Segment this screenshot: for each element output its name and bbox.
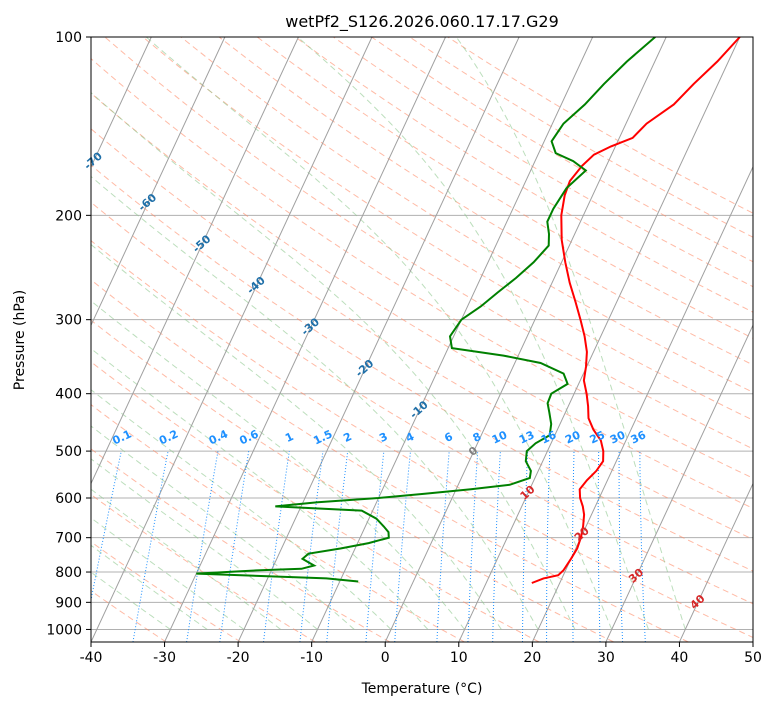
mixing-ratio-line xyxy=(436,451,450,642)
sounding-series xyxy=(196,37,741,584)
x-tick-label: -20 xyxy=(227,650,250,666)
mixing-ratio-label: 16 xyxy=(539,428,559,446)
moist-adiabat-line xyxy=(145,37,613,630)
y-tick-label: 200 xyxy=(55,208,82,224)
mixing-ratio-label: 30 xyxy=(608,428,628,446)
y-tick-label: 600 xyxy=(55,491,82,507)
plot-frame xyxy=(90,36,754,643)
dry-adiabat-line xyxy=(142,37,753,421)
moist-adiabat-line xyxy=(455,37,686,630)
x-axis-label: Temperature (°C) xyxy=(361,681,483,697)
mixing-ratio-label: 36 xyxy=(629,428,649,446)
isotherm-line xyxy=(605,324,753,642)
mixing-ratio-line xyxy=(394,451,411,642)
mixing-ratio-line xyxy=(91,450,122,603)
x-tick-label: 0 xyxy=(381,650,390,666)
y-tick-label: 300 xyxy=(55,313,82,329)
isotherm-line xyxy=(311,37,594,642)
mixing-ratio-line xyxy=(546,451,551,642)
isotherm-line xyxy=(237,37,520,642)
dry-adiabat-line xyxy=(91,201,753,605)
dry-adiabat-line xyxy=(295,37,753,313)
dry-adiabat-line xyxy=(333,37,753,288)
isotherm-line xyxy=(678,482,753,642)
dry-adiabat-line xyxy=(91,279,689,642)
isotherm-line xyxy=(91,37,299,485)
y-tick-label: 800 xyxy=(55,565,82,581)
dry-adiabat-line xyxy=(91,493,316,642)
isotherm-line xyxy=(91,37,152,169)
dry-adiabat-line xyxy=(91,590,167,642)
mixing-ratio-line xyxy=(365,451,385,642)
background-grid xyxy=(91,37,753,642)
x-tick-label: -30 xyxy=(153,650,176,666)
moist-adiabat-line xyxy=(91,300,465,630)
y-tick-label: 1000 xyxy=(46,622,82,638)
mixing-ratio-label: 20 xyxy=(563,428,583,446)
dry-adiabat-line xyxy=(91,448,391,642)
isotherm-line xyxy=(384,37,667,642)
mixing-ratio-line xyxy=(639,451,646,642)
y-tick-label: 500 xyxy=(55,444,82,460)
isotherm-line xyxy=(91,37,226,327)
moist-adiabat-line xyxy=(91,243,502,630)
chart-title: wetPf2_S126.2026.060.17.17.G29 xyxy=(285,12,559,32)
mixing-ratio-line xyxy=(522,451,529,642)
mixing-ratio-line xyxy=(299,451,324,642)
x-tick-label: -40 xyxy=(80,650,103,666)
x-tick-label: 30 xyxy=(597,650,615,666)
dewpoint-line xyxy=(196,37,656,583)
mixing-ratio-label: 10 xyxy=(490,428,510,446)
isotherm-line xyxy=(458,37,741,642)
y-tick-label: 100 xyxy=(55,30,82,46)
y-tick-label: 900 xyxy=(55,595,82,611)
mixing-ratio-label: 13 xyxy=(517,428,536,446)
y-tick-label: 700 xyxy=(55,531,82,547)
mixing-ratio-line xyxy=(263,451,290,642)
moist-adiabat-line xyxy=(91,425,355,630)
x-tick-label: 40 xyxy=(671,650,689,666)
dry-adiabat-line xyxy=(91,361,540,642)
moist-adiabat-line xyxy=(91,517,245,630)
mixing-ratio-line xyxy=(467,451,479,642)
dry-adiabat-line xyxy=(91,319,614,642)
mixing-ratio-line xyxy=(326,451,349,642)
isotherm-line xyxy=(164,37,446,642)
temperature-line xyxy=(531,37,741,584)
dry-adiabat-line xyxy=(91,404,465,642)
mixing-ratio-label: 25 xyxy=(588,428,607,446)
mixing-ratio-line xyxy=(492,451,501,642)
dry-adiabat-line xyxy=(91,92,753,509)
isotherm-line xyxy=(91,37,373,642)
mixing-ratio-line xyxy=(132,451,169,642)
x-tick-label: -10 xyxy=(300,650,323,666)
x-tick-label: 10 xyxy=(450,650,468,666)
moist-adiabat-line xyxy=(91,571,171,630)
mixing-ratio-line xyxy=(219,451,250,642)
dry-adiabat-line xyxy=(91,128,753,540)
y-axis-label: Pressure (hPa) xyxy=(12,290,28,390)
x-tick-label: 50 xyxy=(744,650,762,666)
mixing-ratio-line xyxy=(618,451,624,642)
mixing-ratio-line xyxy=(572,451,575,642)
y-tick-label: 400 xyxy=(55,387,82,403)
x-axis-ticks: -40 -30 -20 -10 0 10 20 30 40 50 xyxy=(80,642,762,666)
dry-adiabat-line xyxy=(91,164,753,572)
moist-adiabat-line xyxy=(91,458,318,630)
y-axis-ticks: 100 200 300 400 500 600 700 800 900 1000 xyxy=(46,30,91,638)
moist-adiabat-line xyxy=(91,389,392,630)
dry-adiabat-line xyxy=(180,37,753,393)
x-tick-label: 20 xyxy=(523,650,541,666)
mixing-ratio-line xyxy=(597,451,601,642)
moist-adiabat-line xyxy=(91,544,208,630)
moist-adiabat-line xyxy=(91,91,576,630)
